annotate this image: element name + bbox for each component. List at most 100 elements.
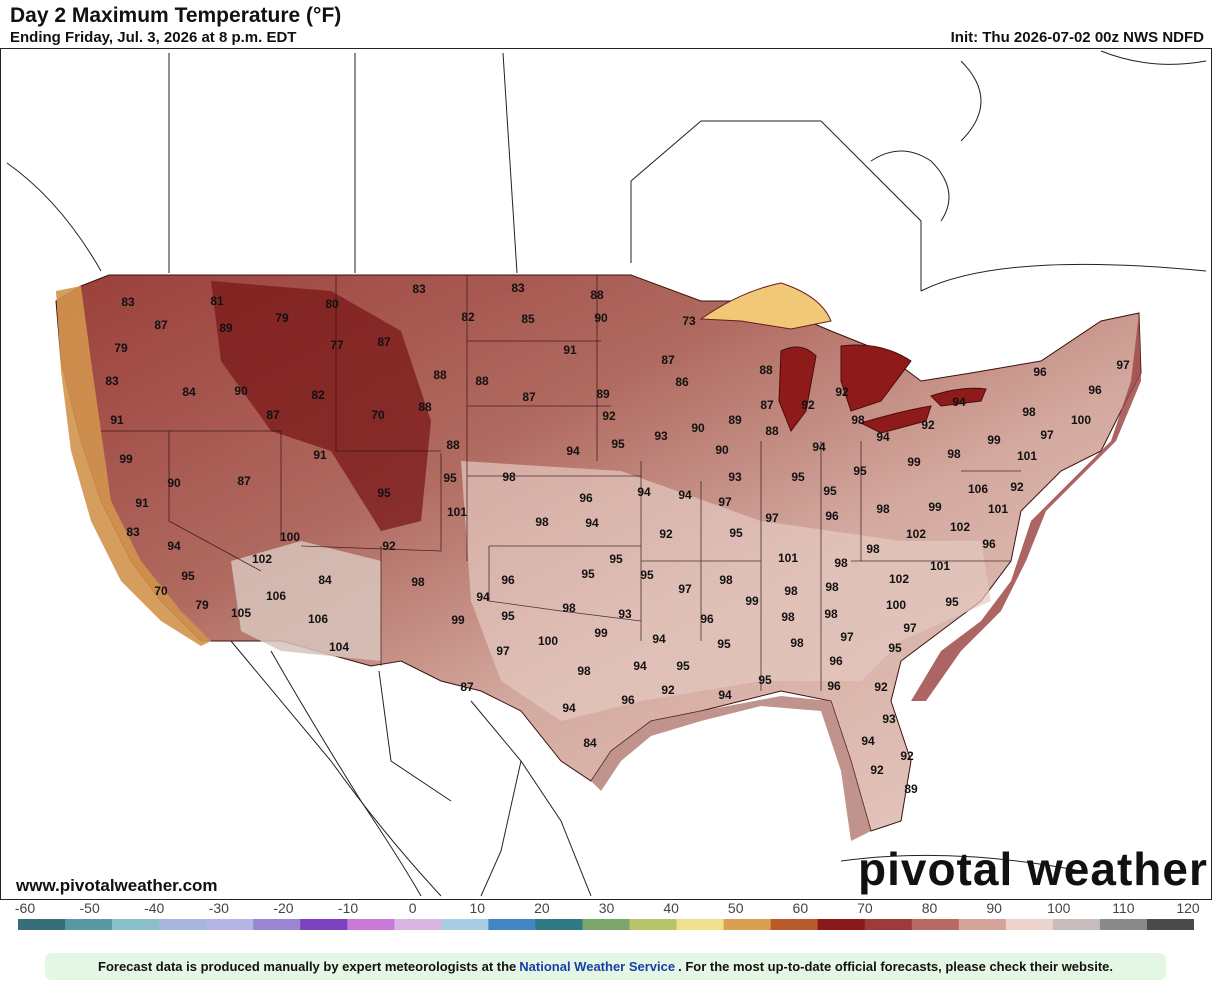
- temperature-label: 102: [906, 527, 926, 541]
- temperature-label: 95: [581, 567, 595, 581]
- temperature-label: 93: [654, 429, 668, 443]
- temperature-label: 98: [562, 601, 576, 615]
- temperature-label: 92: [835, 385, 849, 399]
- temperature-label: 93: [882, 712, 896, 726]
- temperature-label: 80: [325, 297, 339, 311]
- temperature-label: 93: [618, 607, 632, 621]
- temperature-label: 94: [812, 440, 826, 454]
- lake-huron: [840, 344, 912, 412]
- temperature-label: 96: [621, 693, 635, 707]
- temperature-label: 100: [1071, 413, 1091, 427]
- temperature-label: 94: [876, 430, 890, 444]
- temperature-label: 89: [904, 782, 918, 796]
- temperature-label: 86: [675, 375, 689, 389]
- temperature-label: 99: [119, 452, 133, 466]
- colorbar-segment: [817, 919, 866, 930]
- temperature-label: 98: [824, 607, 838, 621]
- colorbar-tick-label: 50: [727, 900, 744, 916]
- colorbar-segment: [253, 919, 301, 930]
- temperature-label: 97: [1040, 428, 1054, 442]
- colorbar-segment: [629, 919, 678, 930]
- temperature-label: 82: [311, 388, 325, 402]
- temperature-label: 97: [496, 644, 510, 658]
- colorbar-segment: [300, 919, 348, 930]
- temperature-label: 88: [590, 288, 604, 302]
- temperature-label: 99: [987, 433, 1001, 447]
- temperature-label: 88: [446, 438, 460, 452]
- temperature-label: 102: [889, 572, 909, 586]
- temperature-label: 95: [611, 437, 625, 451]
- temperature-label: 70: [371, 408, 385, 422]
- colorbar-tick-label: -10: [337, 900, 359, 916]
- temperature-label: 88: [759, 363, 773, 377]
- colorbar-segment: [159, 919, 207, 930]
- colorbar-tick-label: 70: [857, 900, 873, 916]
- temperature-label: 95: [945, 595, 959, 609]
- temperature-label: 77: [330, 338, 344, 352]
- temperature-map[interactable]: 83 81 80 83 83 88 87 89 79 82 85 90 73 79 77 87 91 87 83 84…: [0, 48, 1212, 900]
- temperature-label: 94: [476, 590, 490, 604]
- colorbar-segment: [864, 919, 913, 930]
- temperature-label: 100: [280, 530, 300, 544]
- temperature-label: 98: [719, 573, 733, 587]
- temperature-label: 91: [110, 413, 124, 427]
- temperature-label: 94: [566, 444, 580, 458]
- colorbar-tick-label: 40: [663, 900, 679, 916]
- temperature-label: 99: [594, 626, 608, 640]
- temperature-label: 81: [210, 294, 224, 308]
- temperature-label: 96: [501, 573, 515, 587]
- temperature-label: 98: [790, 636, 804, 650]
- colorbar-tick-label: -20: [273, 900, 294, 916]
- temperature-label: 98: [781, 610, 795, 624]
- temperature-label: 100: [538, 634, 558, 648]
- temperature-label: 96: [829, 654, 843, 668]
- rockies-cool-region: [211, 281, 431, 531]
- temperature-label: 101: [988, 502, 1008, 516]
- temperature-label: 98: [1022, 405, 1036, 419]
- temperature-label: 93: [728, 470, 742, 484]
- basemap-lines: [6, 50, 1207, 897]
- colorbar-segment: [1146, 919, 1194, 930]
- temperature-label: 104: [329, 640, 349, 654]
- temperature-label: 87: [377, 335, 391, 349]
- temperature-label: 102: [252, 552, 272, 566]
- temperature-label: 92: [874, 680, 888, 694]
- temperature-label: 98: [577, 664, 591, 678]
- colorbar-tick-label: 0: [408, 900, 417, 916]
- temperature-label: 92: [602, 409, 616, 423]
- temperature-label: 92: [900, 749, 914, 763]
- temperature-label: 97: [903, 621, 917, 635]
- gulf-coast-band: [591, 696, 871, 841]
- valid-time: Ending Friday, Jul. 3, 2026 at 8 p.m. ED…: [10, 29, 297, 46]
- temperature-label: 94: [562, 701, 576, 715]
- temperature-label: 101: [778, 551, 798, 565]
- temperature-labels: 83 81 80 83 83 88 87 89 79 82 85 90 73 79 77 87 91 87 83 84…: [105, 281, 1130, 796]
- chart-title: Day 2 Maximum Temperature (°F): [10, 4, 342, 27]
- temperature-label: 92: [659, 527, 673, 541]
- temperature-label: 94: [167, 539, 181, 553]
- temperature-label: 92: [1010, 480, 1024, 494]
- temperature-label: 90: [715, 443, 729, 457]
- temperature-label: 100: [886, 598, 906, 612]
- temperature-label: 91: [313, 448, 327, 462]
- temperature-label: 89: [596, 387, 610, 401]
- temperature-label: 90: [167, 476, 181, 490]
- temperature-label: 79: [114, 341, 128, 355]
- temperature-label: 102: [950, 520, 970, 534]
- nws-notice-banner: Forecast data is produced manually by ex…: [45, 953, 1166, 980]
- temperature-label: 98: [876, 502, 890, 516]
- temperature-label: 94: [637, 485, 651, 499]
- temperature-label: 95: [758, 673, 772, 687]
- temperature-label: 95: [853, 464, 867, 478]
- colorbar-segment: [770, 919, 819, 930]
- temperature-label: 91: [563, 343, 577, 357]
- colorbar-segment: [206, 919, 254, 930]
- colorbar-segment: [65, 919, 113, 930]
- nws-link[interactable]: National Weather Service: [519, 959, 676, 974]
- colorbar-tick-label: 120: [1176, 900, 1200, 916]
- colorbar-segment: [394, 919, 442, 930]
- temperature-label: 96: [827, 679, 841, 693]
- temperature-label: 98: [535, 515, 549, 529]
- temperature-colorbar: [18, 919, 1194, 930]
- temperature-label: 105: [231, 606, 251, 620]
